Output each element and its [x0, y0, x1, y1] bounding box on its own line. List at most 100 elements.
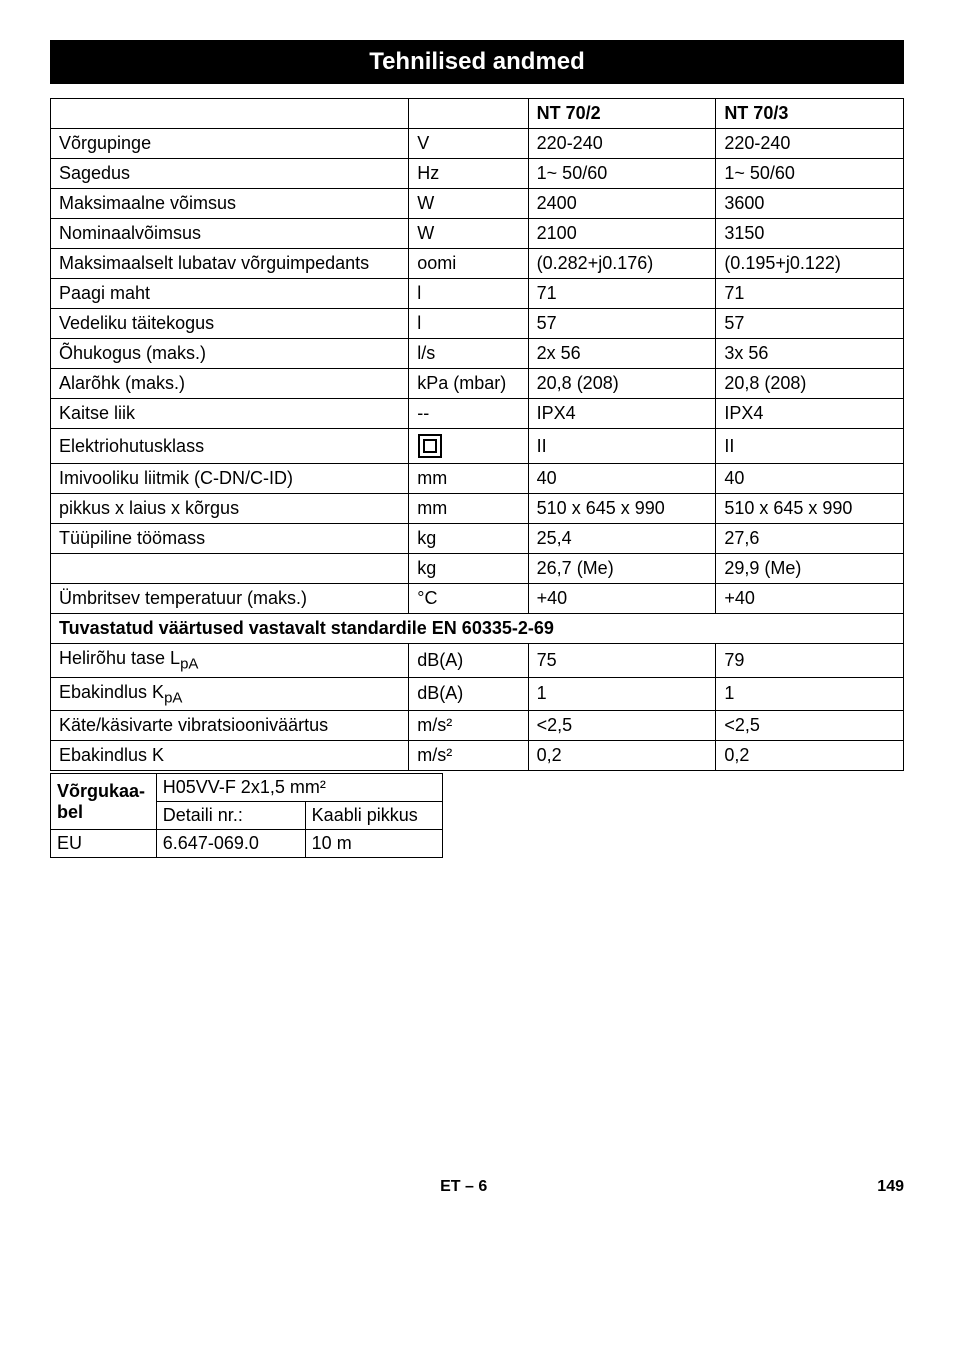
double-insulation-icon	[409, 429, 528, 464]
row-v2: II	[716, 429, 904, 464]
col-header-1: NT 70/2	[528, 99, 716, 129]
row-v1: +40	[528, 584, 716, 614]
row-label: Elektriohutusklass	[51, 429, 409, 464]
row-v2: IPX4	[716, 399, 904, 429]
row-label: Tüüpiline töömass	[51, 524, 409, 554]
table-row: Paagi mahtl7171	[51, 279, 904, 309]
row-label: Sagedus	[51, 159, 409, 189]
cable-row-label: Võrgukaa-bel	[51, 774, 157, 830]
cable-h1: Detaili nr.:	[156, 802, 305, 830]
row-label: Imivooliku liitmik (C-DN/C-ID)	[51, 464, 409, 494]
row-unit: V	[409, 129, 528, 159]
table-row: kg26,7 (Me)29,9 (Me)	[51, 554, 904, 584]
row-v1: 75	[528, 644, 716, 678]
row-unit: dB(A)	[409, 677, 528, 711]
row-v1: 1	[528, 677, 716, 711]
table-row: Kaitse liik--IPX4IPX4	[51, 399, 904, 429]
row-v2: 1	[716, 677, 904, 711]
row-v1: 0,2	[528, 741, 716, 771]
row-label: Kaitse liik	[51, 399, 409, 429]
row-unit: kPa (mbar)	[409, 369, 528, 399]
row-unit: kg	[409, 524, 528, 554]
row-label: Vedeliku täitekogus	[51, 309, 409, 339]
table-row: Õhukogus (maks.)l/s2x 563x 56	[51, 339, 904, 369]
row-v2: 71	[716, 279, 904, 309]
row-v1: 25,4	[528, 524, 716, 554]
cable-eu-v1: 6.647-069.0	[156, 830, 305, 858]
cable-spec: H05VV-F 2x1,5 mm²	[156, 774, 442, 802]
row-label: Alarõhk (maks.)	[51, 369, 409, 399]
cable-h2: Kaabli pikkus	[305, 802, 442, 830]
row-label: pikkus x laius x kõrgus	[51, 494, 409, 524]
row-v2: 1~ 50/60	[716, 159, 904, 189]
row-unit: °C	[409, 584, 528, 614]
row-v2: <2,5	[716, 711, 904, 741]
table-row: Ebakindlus Km/s²0,20,2	[51, 741, 904, 771]
footer-center: ET – 6	[440, 1178, 487, 1196]
header-row: NT 70/2 NT 70/3	[51, 99, 904, 129]
row-unit: mm	[409, 464, 528, 494]
row-label: Maksimaalselt lubatav võrguimpedants	[51, 249, 409, 279]
row-unit: l	[409, 279, 528, 309]
row-unit: kg	[409, 554, 528, 584]
row-unit: mm	[409, 494, 528, 524]
row-label: Õhukogus (maks.)	[51, 339, 409, 369]
row-label: Ebakindlus KpA	[51, 677, 409, 711]
row-v1: II	[528, 429, 716, 464]
row-v1: IPX4	[528, 399, 716, 429]
row-label	[51, 554, 409, 584]
row-unit: dB(A)	[409, 644, 528, 678]
row-v1: 220-240	[528, 129, 716, 159]
row-unit: W	[409, 219, 528, 249]
row-unit: m/s²	[409, 711, 528, 741]
row-unit: l/s	[409, 339, 528, 369]
cable-eu: EU	[51, 830, 157, 858]
col-header-2: NT 70/3	[716, 99, 904, 129]
row-unit: l	[409, 309, 528, 339]
page-title: Tehnilised andmed	[50, 40, 904, 84]
row-label: Ümbritsev temperatuur (maks.)	[51, 584, 409, 614]
row-label: Ebakindlus K	[51, 741, 409, 771]
row-unit: oomi	[409, 249, 528, 279]
row-v2: +40	[716, 584, 904, 614]
row-label: Maksimaalne võimsus	[51, 189, 409, 219]
section-label: Tuvastatud väärtused vastavalt standardi…	[51, 614, 904, 644]
row-label: Nominaalvõimsus	[51, 219, 409, 249]
page-footer: ET – 6 149	[50, 1178, 904, 1196]
row-v1: <2,5	[528, 711, 716, 741]
row-v2: 220-240	[716, 129, 904, 159]
table-row-elektri: Elektriohutusklass II II	[51, 429, 904, 464]
row-v1: 510 x 645 x 990	[528, 494, 716, 524]
row-v1: 71	[528, 279, 716, 309]
row-v2: 27,6	[716, 524, 904, 554]
table-row: Ümbritsev temperatuur (maks.)°C+40+40	[51, 584, 904, 614]
row-v2: 0,2	[716, 741, 904, 771]
row-v2: 3x 56	[716, 339, 904, 369]
row-label: Helirõhu tase LpA	[51, 644, 409, 678]
row-v2: 29,9 (Me)	[716, 554, 904, 584]
row-v1: 1~ 50/60	[528, 159, 716, 189]
table-row: VõrgupingeV220-240220-240	[51, 129, 904, 159]
table-row: Alarõhk (maks.)kPa (mbar)20,8 (208)20,8 …	[51, 369, 904, 399]
table-row: Helirõhu tase LpAdB(A)7579	[51, 644, 904, 678]
section-header: Tuvastatud väärtused vastavalt standardi…	[51, 614, 904, 644]
table-row: SagedusHz1~ 50/601~ 50/60	[51, 159, 904, 189]
row-v1: 2400	[528, 189, 716, 219]
row-v1: 20,8 (208)	[528, 369, 716, 399]
table-row: NominaalvõimsusW21003150	[51, 219, 904, 249]
cable-table: Võrgukaa-bel H05VV-F 2x1,5 mm² Detaili n…	[50, 773, 443, 858]
row-unit: --	[409, 399, 528, 429]
row-v2: 79	[716, 644, 904, 678]
row-v2: 3150	[716, 219, 904, 249]
row-unit: Hz	[409, 159, 528, 189]
row-v2: 40	[716, 464, 904, 494]
table-row: Käte/käsivarte vibratsiooniväärtusm/s²<2…	[51, 711, 904, 741]
row-v1: (0.282+j0.176)	[528, 249, 716, 279]
table-row: Vedeliku täitekogusl5757	[51, 309, 904, 339]
row-v1: 26,7 (Me)	[528, 554, 716, 584]
row-label: Paagi maht	[51, 279, 409, 309]
table-row: Maksimaalne võimsusW24003600	[51, 189, 904, 219]
row-unit: W	[409, 189, 528, 219]
table-row: Imivooliku liitmik (C-DN/C-ID)mm4040	[51, 464, 904, 494]
row-v2: 20,8 (208)	[716, 369, 904, 399]
